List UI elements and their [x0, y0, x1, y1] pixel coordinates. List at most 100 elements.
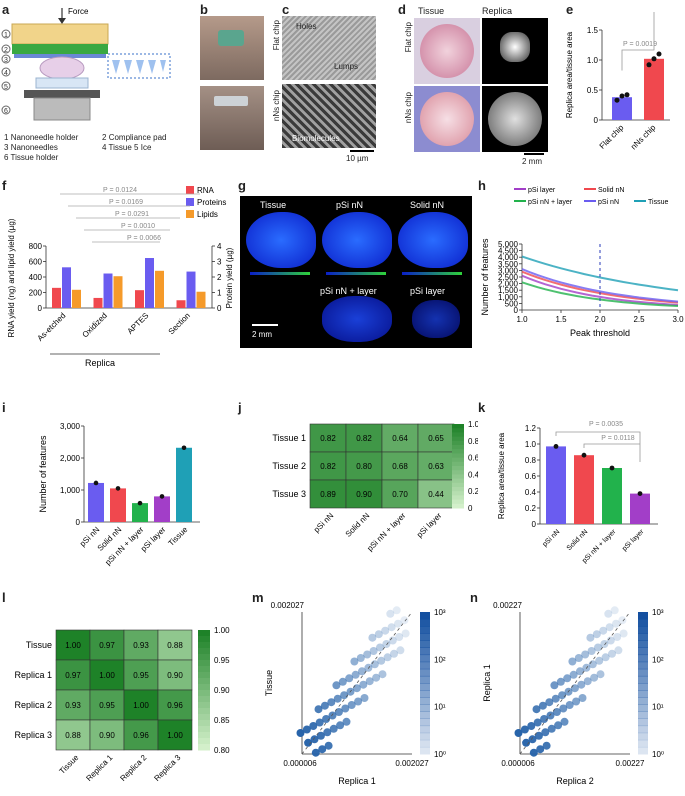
k-ytick-label: 0.8	[525, 456, 537, 465]
n-hex-bin	[601, 653, 610, 662]
n-hex-bin	[522, 738, 531, 747]
l-cell	[55, 719, 91, 751]
tissue-holder-top	[24, 90, 100, 98]
n-xmin: 0.000006	[501, 759, 535, 768]
m-hex-bin	[395, 633, 404, 641]
n-hex-bin	[594, 643, 602, 652]
f-bar-lipids	[155, 270, 164, 308]
g-label-psi-nn: pSi nN	[336, 200, 364, 210]
n-hex-bin	[596, 670, 605, 679]
l-row-label: Replica 3	[14, 730, 52, 740]
f-legend-label: Lipids	[197, 210, 218, 219]
i-point	[181, 445, 187, 451]
m-hex-bin	[383, 653, 392, 662]
n-colorbar-segment	[638, 661, 648, 670]
f-y2tick-label: 2	[217, 273, 222, 282]
force-label: Force	[68, 7, 89, 16]
e-pvalue: P = 0.0019	[623, 41, 657, 48]
l-row-label: Tissue	[26, 640, 52, 650]
n-hex-bin	[568, 657, 577, 666]
f-legend-label: RNA	[197, 186, 215, 195]
h-legend-label: pSi nN	[598, 199, 619, 206]
j-colorbar-label: 0.4	[468, 470, 478, 479]
l-col-label: Replica 3	[152, 753, 182, 783]
l-cell-value: 1.00	[133, 701, 149, 710]
l-row-label: Replica 1	[14, 670, 52, 680]
n-hex-bin	[552, 708, 561, 716]
l-cell	[55, 629, 91, 661]
m-colorbar-segment	[420, 732, 430, 741]
m-hex-bin	[342, 717, 351, 726]
m-colorbar-segment	[420, 661, 430, 670]
n-hex-bin	[619, 629, 628, 638]
n-hex-bin	[578, 694, 587, 702]
f-pvalue: P = 0.0291	[115, 211, 149, 218]
m-hex-bin	[323, 728, 332, 737]
l-colorbar-segment	[198, 702, 210, 709]
n-hex-bin	[572, 697, 581, 706]
n-colorbar-segment	[638, 647, 648, 656]
n-hex-bin	[565, 701, 574, 709]
f-bar-rna	[52, 287, 61, 308]
m-colorbar-segment	[420, 612, 430, 620]
n-colorbar-segment	[638, 746, 648, 755]
n-hex-bin	[529, 748, 538, 757]
panel-g-images: Tissue pSi nN Solid nN pSi nN + layer pS…	[240, 196, 472, 348]
f-ytick-label: 600	[29, 258, 43, 267]
panel-label-b: b	[200, 2, 208, 17]
n-colorbar-label: 10³	[652, 608, 664, 617]
m-hex-bin	[381, 626, 390, 635]
svg-text:2: 2	[4, 47, 8, 54]
f-group-label: Replica	[85, 358, 115, 368]
i-bar	[132, 503, 148, 522]
l-cell	[157, 719, 193, 751]
k-xtick-label: pSi nN	[542, 528, 562, 548]
k-point	[553, 444, 559, 449]
k-ytick-label: 0	[532, 520, 537, 529]
m-hex-bin	[341, 704, 350, 713]
m-colorbar-label: 10⁰	[434, 750, 446, 759]
k-pvalue-1: P = 0.0035	[589, 421, 623, 428]
h-ytick-label: 500	[505, 299, 519, 308]
e-point	[656, 51, 662, 57]
m-hex-bin	[376, 643, 384, 652]
f-bar-proteins	[145, 258, 154, 308]
force-arrowhead	[58, 18, 66, 24]
j-colorbar-segment	[452, 487, 464, 492]
m-hex-bin	[309, 722, 318, 730]
m-colorbar-segment	[420, 654, 430, 663]
tissue-holder-body	[33, 97, 91, 121]
chart-e: 0 0.5 1.0 1.5 Replica area/tissue area Flat c…	[565, 12, 670, 151]
n-hex-bin	[613, 633, 622, 641]
l-cell	[55, 689, 91, 721]
m-hex-bin	[350, 657, 359, 666]
sem-flat-chip-label: Flat chip	[272, 20, 281, 51]
m-hex-bin	[324, 741, 333, 750]
l-cell	[157, 659, 193, 691]
chart-l: Tissue 1.00 0.97 0.93 0.88 Replica 1 0.97 1.00 0…	[14, 626, 230, 783]
m-hex-bin	[304, 738, 313, 747]
m-hex-bin	[369, 647, 378, 655]
m-hex-bin	[377, 656, 386, 665]
h-series-line	[521, 268, 679, 303]
l-colorbar-segment	[198, 726, 210, 733]
i-point	[115, 486, 121, 491]
f-xtick-label: Oxidized	[81, 311, 109, 339]
n-colorbar-segment	[638, 668, 648, 677]
m-hex-bin	[336, 721, 345, 730]
i-ylabel: Number of features	[38, 435, 48, 513]
k-xtick-label: Solid nN	[566, 528, 590, 552]
j-colorbar-segment	[452, 474, 464, 480]
m-hex-bin	[372, 673, 381, 682]
j-colorbar-segment	[452, 424, 464, 429]
j-cell	[309, 479, 347, 509]
ice-shape	[35, 77, 89, 89]
tissue-shape	[39, 56, 85, 80]
h-xtick-label: 3.0	[672, 315, 684, 324]
l-cell-value: 0.97	[65, 671, 81, 680]
m-hex-bin	[390, 649, 398, 658]
m-colorbar-segment	[420, 725, 430, 734]
h-legend-label: pSi layer	[528, 187, 556, 194]
sem-nns-chip: Biomolecules	[282, 84, 376, 148]
k-xtick-label: pSi layer	[621, 528, 646, 553]
